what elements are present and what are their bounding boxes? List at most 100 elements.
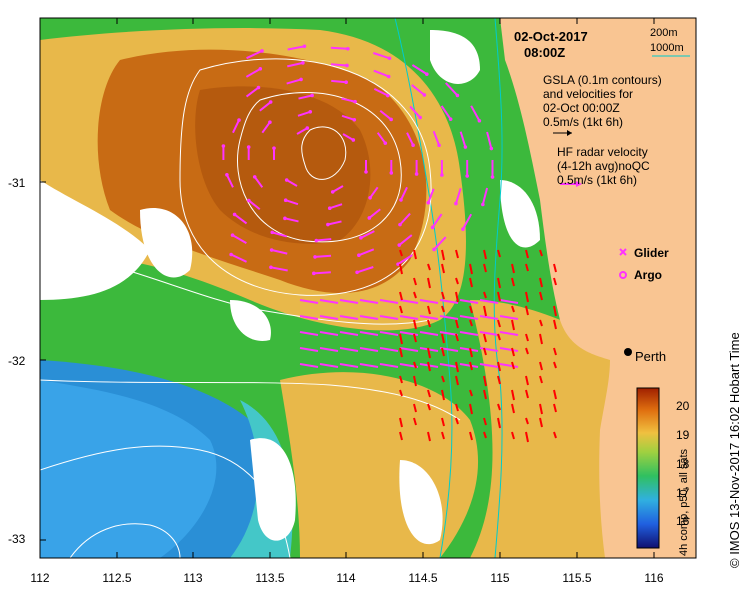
gsla-vector [339,363,359,368]
scale-1000m-label: 1000m [650,42,684,54]
gsla-vector-head [346,46,350,51]
hf-vector [399,305,403,314]
x-tick: 113.5 [255,571,285,585]
hf-vector [441,375,445,383]
gsla-vector [379,347,399,352]
hf-vector [525,291,529,303]
gsla-vector-head [247,198,251,203]
hf-vector [483,431,487,439]
gsla-vector [427,188,435,204]
tick-marks [39,18,655,558]
gsla-vector [339,347,359,352]
hf-vector [539,403,543,415]
gsla-vector-head [312,271,316,276]
hf-vector [483,389,487,400]
hf-vector [455,417,459,425]
hf-vector [413,361,417,369]
hf-vector [511,389,515,401]
gsla-vector [459,347,479,352]
gsla-vector [399,347,419,352]
gsla-vector-head [357,253,361,258]
gsla-vector [409,105,421,119]
gsla-vector-head [455,93,460,98]
hf-vector [455,361,459,373]
gsla-vector [459,131,467,148]
gsla-vector-head [418,115,422,120]
gsla-vector [479,347,499,352]
hf-vector [413,291,417,299]
hf-vector [525,375,529,386]
gsla-vector [232,119,240,134]
gsla-vector [299,331,319,336]
gsla-vector-head [477,118,482,123]
hf-vector [427,319,431,328]
gsla-vector [356,266,374,274]
gsla-vector [330,63,348,67]
gsla-vector [486,131,493,149]
map-time: 08:00Z [524,45,566,60]
hf-vector [553,431,557,439]
hf-vector [427,389,431,398]
gsla-vector [233,213,248,225]
hf-vector [553,277,557,286]
gsla-vector [246,50,263,60]
gsla-vector [432,130,441,146]
hf-vector [497,361,501,372]
hf-vector [525,263,529,272]
gsla-vector-head [386,74,391,79]
hf-vector [511,263,515,274]
hf-vector [399,375,403,384]
gsla-vector [499,331,519,336]
map-area [40,18,696,558]
gsla-vector-head [272,146,276,150]
gsla-vector-head [426,200,431,205]
hf-vector [497,403,501,411]
gsla-vector-head [283,198,288,203]
gsla-vector [459,331,479,336]
gsla-vector [397,254,413,265]
x-tick: 114.5 [408,571,438,585]
gsla-vector-head [422,93,427,97]
gsla-vector [284,217,299,223]
gsla-vector [286,78,302,85]
hf-vector [413,403,417,413]
glider-label: Glider [634,246,669,260]
gsla-vector [459,315,479,320]
gsla-vector-head [345,63,349,68]
gsla-vector-head [368,195,372,200]
hf-vector [469,305,473,314]
gsla-vector-head [314,238,319,243]
hf-vector [511,347,515,357]
gsla-vector [245,86,260,98]
colorbar [636,387,660,549]
gsla-vector-head [432,247,436,252]
gsla-vector [253,176,264,188]
gsla-vector [330,46,348,50]
gsla-vector-head [225,172,229,177]
hf-vector [441,305,445,313]
hf-vector [399,347,403,358]
gsla-vector [271,231,287,238]
gsla-vector-head [489,146,494,151]
gsla-vector [454,188,462,204]
hf-vector [553,347,557,356]
hf-vector [525,305,529,316]
gsla-vector-head [299,77,303,82]
gsla-vector-head [396,262,400,266]
hf-vector [469,347,473,358]
gsla-vector [319,347,339,352]
gsla-vector-head [399,198,403,202]
hf-vector [469,277,473,288]
hf-vector [539,277,543,288]
gsla-vector [406,132,414,146]
hf-vector [539,417,543,428]
gsla-vector [439,331,459,336]
gsla-legend-line: GSLA (0.1m contours) [543,73,662,87]
hf-vector [427,277,431,289]
gsla-vector-head [389,171,394,175]
gsla-vector [360,230,375,239]
gsla-vector [359,363,379,368]
gsla-vector [439,363,459,368]
gsla-vector [248,199,261,211]
gsla-vector-head [490,175,495,179]
